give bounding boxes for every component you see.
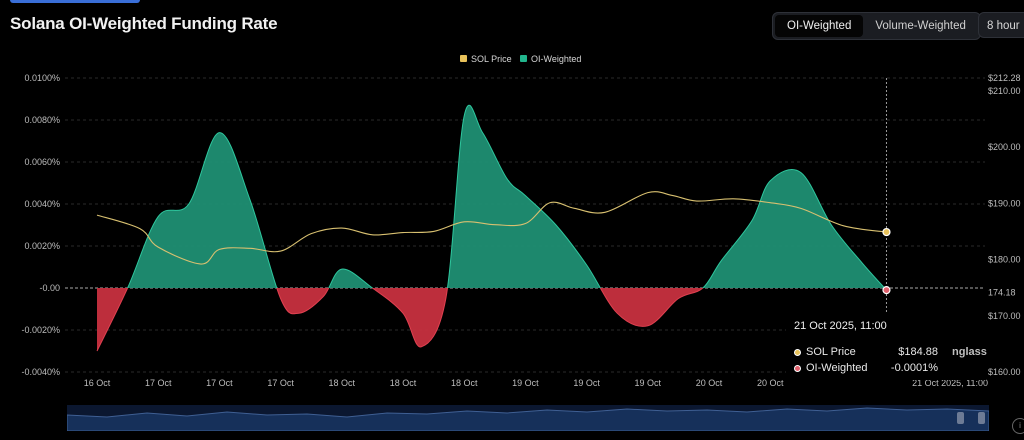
y-left-tick-label: -0.0020% [21, 325, 60, 335]
x-tick-label: 17 Oct [267, 378, 294, 388]
tooltip-row-label: SOL Price [806, 346, 856, 358]
x-tick-label: 18 Oct [451, 378, 478, 388]
oi-weighted-negative-area [97, 288, 887, 351]
sol-price-dot-icon [794, 348, 801, 356]
y-left-tick-label: 0.0040% [24, 199, 60, 209]
y-left-tick-label: 0.0100% [24, 73, 60, 83]
y-left-tick-label: 0.0060% [24, 157, 60, 167]
sol-price-line [96, 191, 887, 265]
x-tick-label: 20 Oct [696, 378, 723, 388]
x-tick-label-active: 21 Oct 2025, 11:00 [912, 378, 988, 388]
info-icon[interactable]: i [1012, 418, 1024, 434]
legend-entry-label: OI-Weighted [531, 54, 581, 64]
navigator-sparkline [67, 407, 989, 431]
y-right-tick-label: $190.00 [988, 198, 1021, 208]
top-accent-bar [10, 0, 140, 3]
tooltip-row-oi-weighted: OI-Weighted -0.0001% [794, 362, 974, 374]
y-left-tick-label: 0.0020% [24, 241, 60, 251]
y-left-tick-label: 0.0080% [24, 115, 60, 125]
page-title: Solana OI-Weighted Funding Rate [10, 14, 278, 33]
y-right-tick-label: $180.00 [988, 255, 1021, 265]
range-navigator[interactable] [67, 405, 989, 431]
sol-price-marker [882, 227, 891, 237]
navigator-right-handle[interactable] [978, 412, 985, 424]
toggle-oi-weighted[interactable]: OI-Weighted [775, 15, 864, 37]
x-tick-label: 16 Oct [84, 378, 111, 388]
x-tick-label: 17 Oct [206, 378, 233, 388]
tooltip-row-sol-price: SOL Price $184.88 [794, 346, 974, 358]
x-tick-label: 19 Oct [573, 378, 600, 388]
x-tick-label: 18 Oct [390, 378, 417, 388]
legend-entry-label: SOL Price [471, 54, 512, 64]
y-left-tick-label: -0.0040% [21, 367, 60, 377]
x-tick-label: 19 Oct [635, 378, 662, 388]
weighting-toggle[interactable]: OI-Weighted Volume-Weighted [772, 12, 981, 40]
oi-weighted-positive-area [97, 105, 887, 288]
tooltip-row-label: OI-Weighted [806, 362, 868, 374]
y-right-tick-label: 174.18 [988, 287, 1016, 297]
oi-weighted-line [127, 105, 886, 288]
x-tick-label: 20 Oct [757, 378, 784, 388]
y-left-tick-label: -0.00 [39, 283, 60, 293]
navigator-left-handle[interactable] [957, 412, 964, 424]
y-right-tick-label: $160.00 [988, 367, 1021, 377]
interval-select[interactable]: 8 hour [978, 12, 1024, 38]
chart-tooltip: 21 Oct 2025, 11:00 SOL Price $184.88 OI-… [786, 314, 986, 380]
oi-weighted-marker [882, 286, 891, 295]
x-tick-label: 19 Oct [512, 378, 539, 388]
y-right-tick-label: $210.00 [988, 86, 1021, 96]
tooltip-row-value: -0.0001% [890, 362, 938, 374]
legend-swatch [520, 55, 527, 62]
toggle-volume-weighted[interactable]: Volume-Weighted [875, 20, 966, 32]
oi-weighted-dot-icon [794, 364, 801, 372]
legend-swatch [460, 55, 467, 62]
watermark-text: nglass [952, 346, 987, 358]
y-right-tick-label: $170.00 [988, 311, 1021, 321]
y-right-tick-label: $200.00 [988, 142, 1021, 152]
tooltip-title: 21 Oct 2025, 11:00 [794, 320, 887, 332]
tooltip-row-value: $184.88 [898, 346, 938, 358]
y-right-tick-label: $212.28 [988, 73, 1021, 83]
x-tick-label: 17 Oct [145, 378, 172, 388]
x-tick-label: 18 Oct [329, 378, 356, 388]
